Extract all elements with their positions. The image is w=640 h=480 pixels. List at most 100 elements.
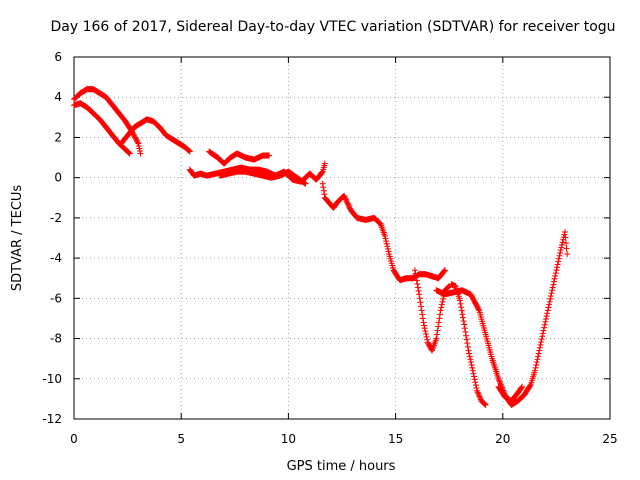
data-point [135, 140, 142, 147]
x-tick-label: 25 [602, 432, 617, 446]
data-point [534, 356, 541, 363]
data-point [462, 328, 469, 335]
data-point [424, 336, 431, 343]
data-point [381, 232, 388, 239]
data-point [444, 284, 451, 291]
data-point [414, 280, 421, 287]
data-point [557, 247, 564, 254]
data-point [135, 142, 142, 149]
data-point [433, 331, 440, 338]
data-point [458, 304, 465, 311]
data-point [467, 359, 474, 366]
data-point [420, 319, 427, 326]
data-point [475, 306, 482, 313]
data-point [423, 333, 430, 340]
x-tick-label: 5 [177, 432, 185, 446]
data-point [321, 160, 328, 167]
y-axis-title: SDTVAR / TECUs [10, 185, 25, 292]
data-points [71, 86, 571, 408]
data-point [126, 150, 133, 157]
data-point [546, 298, 553, 305]
data-point [421, 325, 428, 332]
data-point [419, 311, 426, 318]
data-point [552, 272, 559, 279]
data-point [541, 321, 548, 328]
data-point [532, 364, 539, 371]
data-point [438, 301, 445, 308]
data-point [538, 336, 545, 343]
data-point [550, 281, 557, 288]
y-tick-label: -2 [50, 211, 62, 225]
data-point [433, 335, 440, 342]
data-point [126, 149, 133, 156]
data-point [469, 364, 476, 371]
data-point [464, 343, 471, 350]
data-point [319, 169, 326, 176]
data-point [476, 393, 483, 400]
data-point [382, 235, 389, 242]
data-point [185, 147, 192, 154]
data-point [456, 297, 463, 304]
data-point [551, 275, 558, 282]
data-point [417, 299, 424, 306]
data-point [558, 244, 565, 251]
data-point [384, 243, 391, 250]
data-point [461, 321, 468, 328]
data-point [415, 287, 422, 294]
data-point [474, 389, 481, 396]
data-point [438, 304, 445, 311]
data-point [346, 204, 353, 211]
data-point [345, 203, 352, 210]
data-point [555, 258, 562, 265]
data-point [436, 315, 443, 322]
data-point [537, 341, 544, 348]
data-point [531, 367, 538, 374]
data-point [549, 284, 556, 291]
data-point [412, 270, 419, 277]
data-point [459, 314, 466, 321]
data-point [437, 307, 444, 314]
data-point [477, 395, 484, 402]
data-point [533, 359, 540, 366]
data-point [482, 401, 489, 408]
data-point [464, 340, 471, 347]
x-tick-label: 0 [70, 432, 78, 446]
axis-ticks: 0 5 10 15 20 25 -12 -10 -8 -6 -4 -2 0 2 4 6 [42, 50, 617, 446]
data-point [519, 383, 526, 390]
data-point [496, 378, 503, 385]
data-point [553, 267, 560, 274]
data-point [541, 324, 548, 331]
data-point [471, 373, 478, 380]
data-point [469, 367, 476, 374]
data-point [320, 184, 327, 191]
data-point [413, 277, 420, 284]
data-point [416, 295, 423, 302]
y-tick-label: 4 [54, 90, 62, 104]
data-point [475, 392, 482, 399]
data-point [137, 150, 144, 157]
data-point [441, 267, 448, 274]
data-point [561, 231, 568, 238]
data-point [441, 267, 448, 274]
data-point [466, 353, 473, 360]
data-point [463, 332, 470, 339]
data-point [475, 390, 482, 397]
data-point [481, 400, 488, 407]
data-point [136, 145, 143, 152]
x-tick-label: 20 [495, 432, 510, 446]
data-point [497, 380, 504, 387]
data-point [341, 194, 348, 201]
data-point [437, 311, 444, 318]
data-point [343, 197, 350, 204]
data-point [459, 311, 466, 318]
data-point [134, 139, 141, 146]
data-point [533, 361, 540, 368]
data-point [555, 255, 562, 262]
data-point [467, 356, 474, 363]
data-point [540, 327, 547, 334]
data-point [546, 301, 553, 308]
data-point [556, 252, 563, 259]
data-point [460, 318, 467, 325]
data-point [341, 192, 348, 199]
data-point [434, 327, 441, 334]
